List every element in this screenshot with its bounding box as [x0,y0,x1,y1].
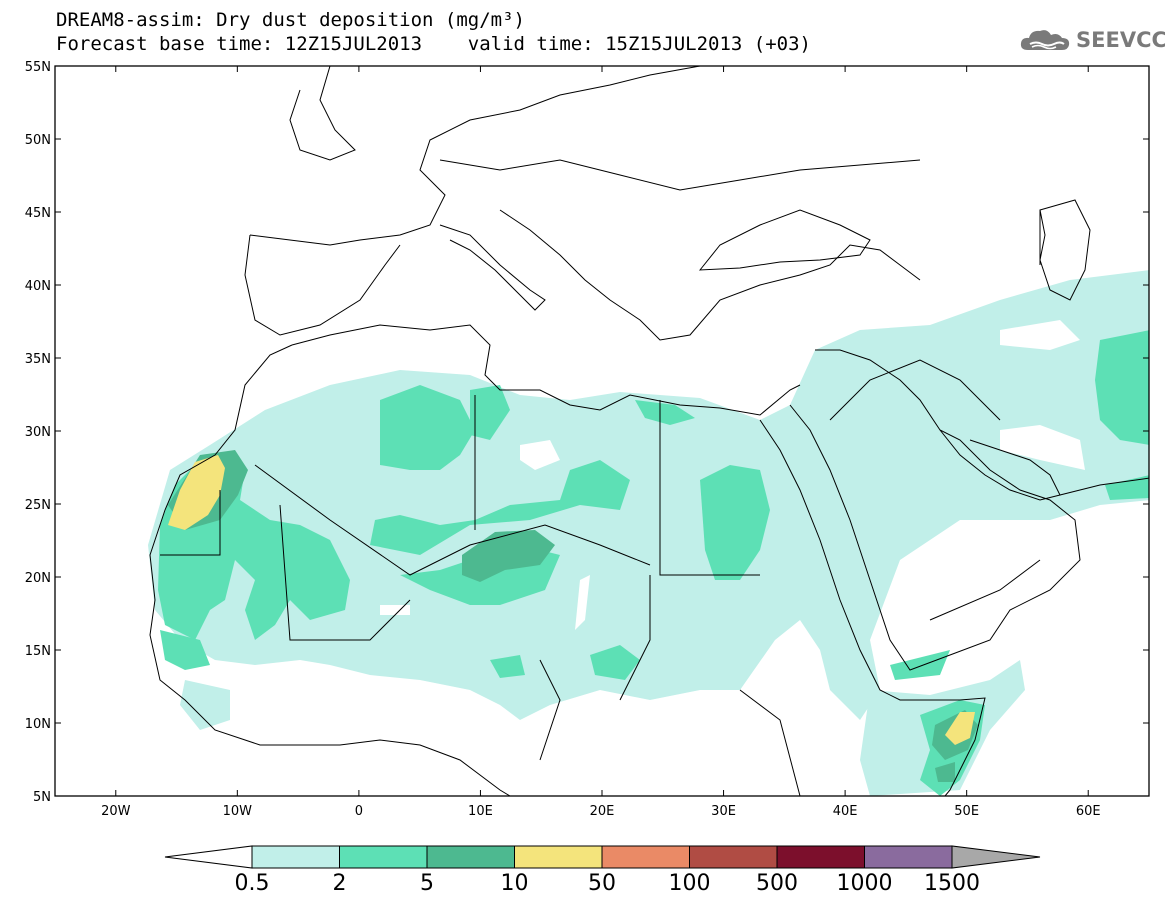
colorbar-level-label: 10 [501,871,529,896]
colorbar-level-label: 2 [333,871,347,896]
coastline-uk [289,66,356,161]
y-tick-label: 5N [33,790,51,805]
map-panel: 20W 10W 0 10E 20E 30E 40E 50E 60E 55N 50N 45N 40N 35… [25,60,1150,819]
dust-level-0-5-region [180,680,230,730]
x-tick-label: 0 [355,804,363,819]
x-tick-label: 20E [590,804,615,819]
coastline-italy [439,224,546,311]
dust-level-2-region [635,400,695,425]
border-line [829,359,1001,421]
colorbar-swatch [601,845,690,869]
border-line [539,659,561,761]
y-tick-label: 15N [25,644,51,659]
coastlines-borders [149,66,1149,796]
colorbar-swatch [339,845,428,869]
dust-level-2-region [160,630,210,670]
colorbar-level-label: 1000 [837,871,893,896]
cloud-logo-icon [1020,30,1070,50]
dust-free-area [1000,425,1085,470]
coastline-africa-north [291,324,801,416]
dust-level-10-region [945,712,975,745]
colorbar-under-arrow [164,845,253,869]
colorbar-swatch [776,845,865,869]
dust-level-2-region [470,385,510,440]
border-line [739,689,801,796]
colorbar-level-label: 500 [756,871,798,896]
colorbar-level-label: 5 [420,871,434,896]
coastline-africa-west [149,344,511,796]
x-tick-label: 30E [711,804,736,819]
seevccc-logo: SEEVCCC [1018,24,1165,56]
x-tick-label: 10W [223,804,253,819]
colorbar-level-label: 1500 [924,871,980,896]
coastline-iberia [244,234,401,336]
chart-subtitle: Forecast base time: 12Z15JUL2013 valid t… [56,33,811,55]
coastline-europe [249,66,701,246]
y-tick-label: 55N [25,60,51,75]
y-tick-label: 50N [25,133,51,148]
x-tick-label: 60E [1076,804,1101,819]
coastline-iran [1059,477,1149,496]
y-tick-label: 20N [25,571,51,586]
x-tick-label: 10E [468,804,493,819]
colorbar-level-label: 50 [588,871,616,896]
dust-level-2-region [890,650,950,680]
y-tick-label: 45N [25,206,51,221]
dust-level-2-region [490,655,525,678]
dust-free-area [380,605,410,615]
dust-level-2-region [370,460,630,555]
border-line [659,400,760,576]
x-tick-label: 40E [833,804,858,819]
longitude-ticks: 20W 10W 0 10E 20E 30E 40E 50E 60E [101,66,1101,819]
colorbar-over-arrow [951,845,1041,869]
border-line [439,159,921,191]
y-tick-label: 10N [25,717,51,732]
border-line [160,490,221,556]
x-tick-label: 50E [954,804,979,819]
colorbar-swatch [514,845,603,869]
colorbar-swatch [251,845,340,869]
coastline-persian-gulf [939,429,1061,501]
colorbar-swatch [864,845,953,869]
dust-level-2-region [380,385,475,470]
colorbar-level-label: 0.5 [235,871,270,896]
dust-level-5-region [935,762,955,782]
y-tick-label: 25N [25,498,51,513]
coastline-black-sea [698,209,871,271]
dust-level-2-region [1105,475,1149,500]
latitude-ticks: 55N 50N 45N 40N 35N 30N 25N 20N 15N 10N 5N [25,60,1149,805]
chart-title: DREAM8-assim: Dry dust deposition (mg/m³… [56,9,525,31]
colorbar-level-label: 100 [669,871,711,896]
dust-level-2-region [700,465,770,580]
coastline-arabia [789,349,1081,671]
x-tick-label: 20W [101,804,131,819]
coastline-caspian [1039,199,1091,301]
y-tick-label: 35N [25,352,51,367]
border-line [619,575,651,701]
colorbar-swatch [426,845,515,869]
logo-text: SEEVCCC [1076,28,1165,52]
border-line [254,464,651,576]
border-line [929,559,1041,621]
coastline-red-sea [759,419,986,796]
dust-level-10-region [168,455,225,530]
dust-free-area [575,575,590,630]
dust-level-5-region [462,530,555,582]
dust-free-area [520,440,560,470]
border-line [279,504,411,641]
y-tick-label: 40N [25,279,51,294]
dust-level-2-region [1095,330,1149,445]
colorbar-swatch [689,845,778,869]
dust-level-2-region [590,645,640,680]
y-tick-label: 30N [25,425,51,440]
dust-field [148,270,1149,796]
dust-free-area [1000,320,1080,350]
